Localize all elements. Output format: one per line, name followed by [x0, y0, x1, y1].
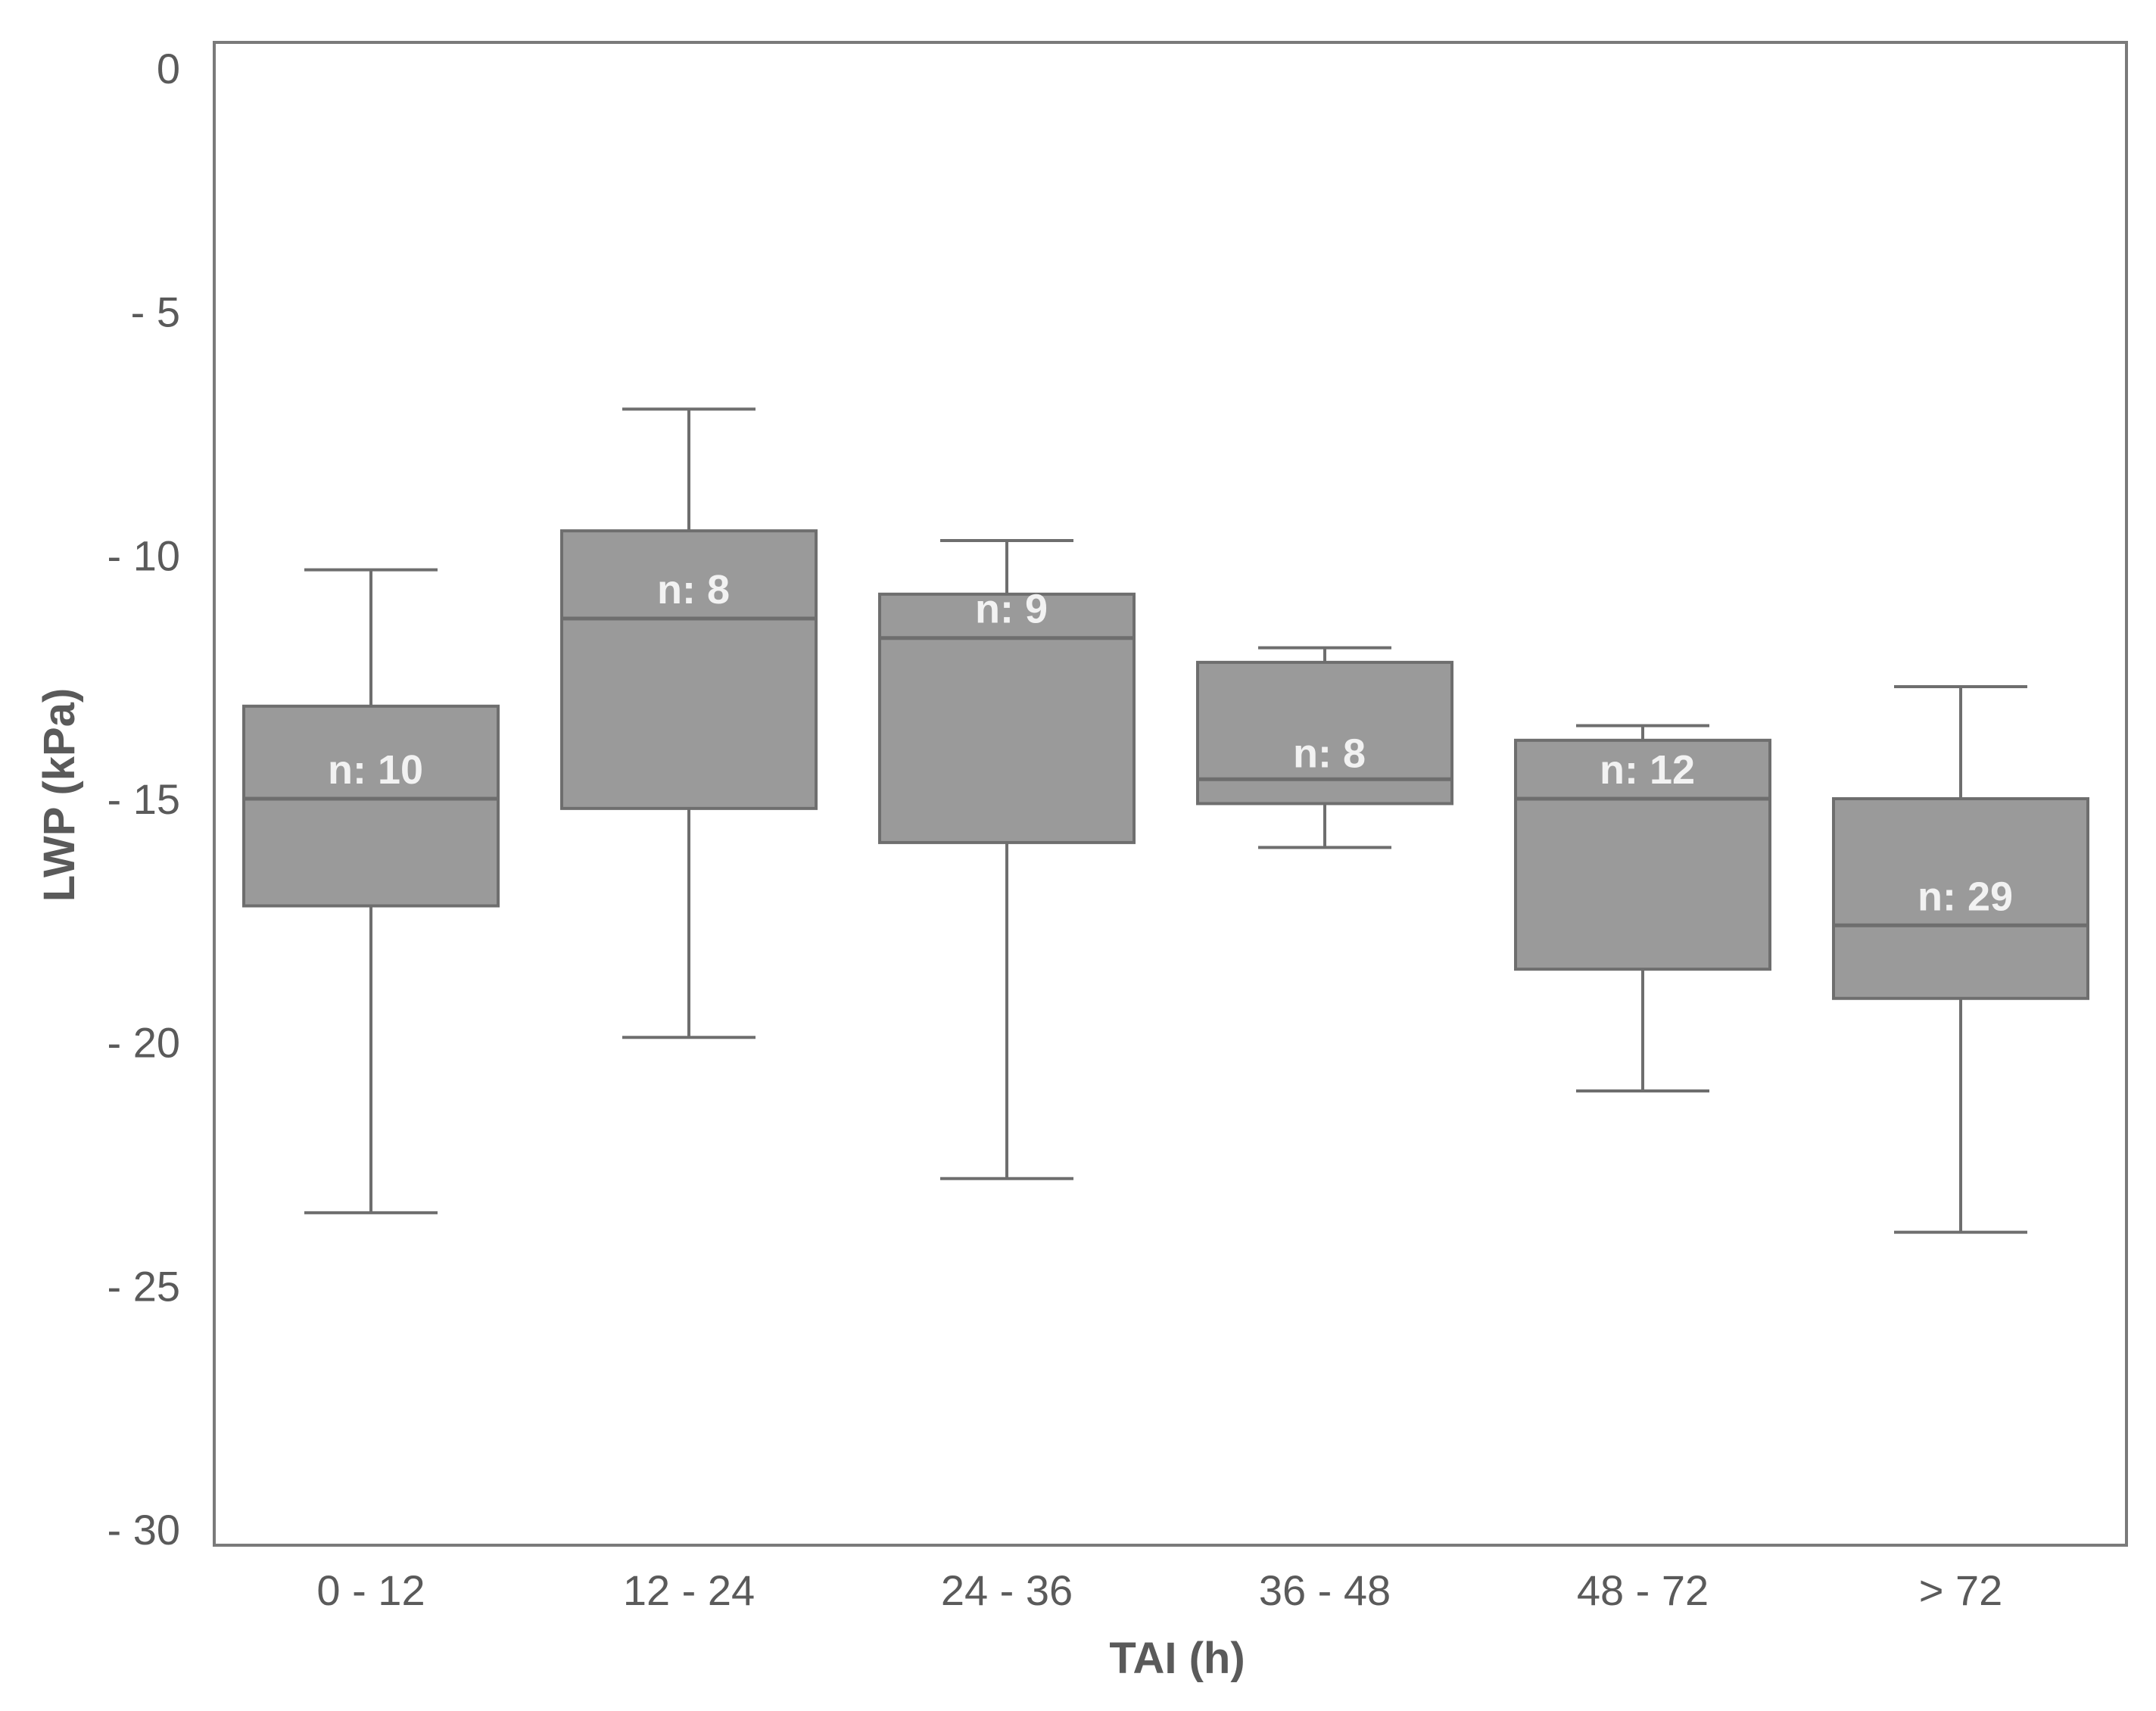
y-tick-label: - 15 — [107, 775, 181, 823]
box-group: n: 29 — [1832, 685, 2089, 1234]
iqr-box — [878, 592, 1136, 844]
iqr-box — [1514, 738, 1771, 971]
box-group: n: 10 — [242, 568, 500, 1214]
iqr-box — [242, 704, 500, 908]
y-axis-ticks: 0 - 5 - 10 - 15 - 20 - 25 - 30 — [107, 45, 181, 1554]
y-tick-label: - 25 — [107, 1262, 181, 1310]
sample-size-label: n: 29 — [1918, 874, 2013, 919]
x-tick-label: 12 - 24 — [623, 1566, 755, 1614]
x-tick-label: 48 - 72 — [1577, 1566, 1709, 1614]
x-tick-label: > 72 — [1919, 1566, 2003, 1614]
sample-size-label: n: 8 — [657, 567, 730, 612]
y-tick-label: - 20 — [107, 1019, 181, 1067]
x-axis-title: TAI (h) — [1109, 1634, 1245, 1683]
y-tick-label: 0 — [157, 45, 180, 92]
y-tick-label: - 10 — [107, 531, 181, 579]
x-tick-label: 0 - 12 — [316, 1566, 425, 1614]
y-axis-title: LWP (kPa) — [35, 688, 84, 902]
x-tick-label: 24 - 36 — [941, 1566, 1073, 1614]
box-group: n: 8 — [560, 407, 818, 1039]
sample-size-label: n: 8 — [1293, 731, 1366, 776]
box-series: n: 10 n: 8 n: 9 n: 8 n: 12 n: 29 — [242, 407, 2089, 1234]
box-group: n: 12 — [1514, 724, 1771, 1092]
box-group: n: 9 — [878, 539, 1136, 1180]
x-tick-label: 36 - 48 — [1259, 1566, 1391, 1614]
sample-size-label: n: 9 — [975, 587, 1048, 632]
y-tick-label: - 5 — [131, 288, 180, 336]
sample-size-label: n: 12 — [1600, 747, 1695, 793]
x-axis-ticks: 0 - 12 12 - 24 24 - 36 36 - 48 48 - 72 > 72 — [316, 1566, 2002, 1614]
plot-frame — [213, 41, 2128, 1547]
iqr-box — [560, 529, 818, 810]
sample-size-label: n: 10 — [328, 747, 423, 793]
y-tick-label: - 30 — [107, 1506, 181, 1554]
iqr-box — [1832, 797, 2089, 1000]
box-group: n: 8 — [1196, 646, 1453, 849]
